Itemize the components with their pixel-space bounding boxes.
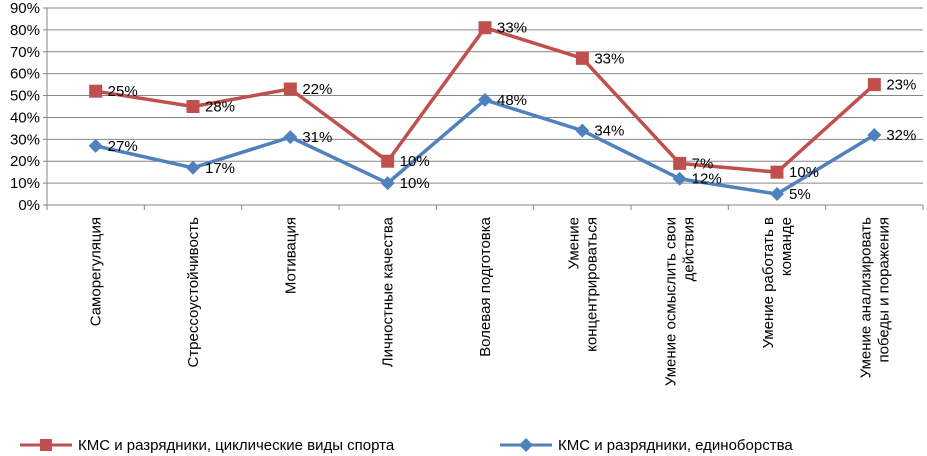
data-point-series-1 xyxy=(89,84,103,98)
category-label: концентрироваться xyxy=(583,217,600,352)
y-tick-label: 70% xyxy=(10,44,40,61)
data-label-series-2: 12% xyxy=(692,171,722,188)
category-label: Волевая подготовка xyxy=(477,216,494,356)
category-label: Стрессоустойчивость xyxy=(185,217,202,368)
data-label-series-1: 10% xyxy=(789,164,819,181)
data-label-series-1: 33% xyxy=(497,20,527,37)
legend-marker-series-1 xyxy=(40,439,52,451)
y-tick-label: 30% xyxy=(10,131,40,148)
data-label-series-2: 31% xyxy=(302,129,332,146)
data-label-series-2: 27% xyxy=(108,138,138,155)
data-point-series-2 xyxy=(478,92,492,107)
series-lines xyxy=(88,21,882,202)
data-point-series-1 xyxy=(186,100,200,113)
data-point-series-2 xyxy=(380,176,395,191)
data-point-series-2 xyxy=(575,123,590,138)
data-point-series-1 xyxy=(770,165,784,179)
data-label-series-2: 5% xyxy=(789,186,811,203)
data-point-series-2 xyxy=(770,187,784,202)
data-label-series-1: 22% xyxy=(302,81,332,98)
data-point-series-2 xyxy=(672,171,687,186)
data-label-series-1: 23% xyxy=(886,77,916,94)
category-label: Личностные качества xyxy=(380,216,397,367)
y-tick-label: 0% xyxy=(18,197,40,214)
x-axis-tick-marks xyxy=(46,205,924,210)
y-tick-label: 60% xyxy=(10,66,40,83)
data-point-series-1 xyxy=(283,82,297,96)
data-label-series-1: 25% xyxy=(108,83,138,100)
data-label-series-2: 48% xyxy=(497,92,527,109)
category-label: Умение xyxy=(565,217,582,270)
data-label-series-1: 28% xyxy=(205,99,235,116)
data-point-series-1 xyxy=(478,21,492,35)
data-label-series-1: 33% xyxy=(594,50,624,67)
y-tick-label: 20% xyxy=(10,153,40,170)
data-label-series-2: 17% xyxy=(205,160,235,177)
category-label: Умение осмыслить свои xyxy=(663,217,680,386)
y-tick-label: 90% xyxy=(10,0,40,17)
legend-item-series-2: КМС и разрядники, единоборства xyxy=(500,437,793,454)
legend-label-series-2: КМС и разрядники, единоборства xyxy=(558,437,793,454)
category-label: победы и поражения xyxy=(875,217,892,362)
category-label: Саморегуляция xyxy=(88,217,105,326)
data-labels: 25% 28% 22% 10% 33% 33% 7% 10% 23% 27% 17% 31% 10% 48… xyxy=(108,20,917,203)
y-tick-label: 10% xyxy=(10,175,40,192)
data-point-series-2 xyxy=(186,160,200,175)
data-label-series-2: 10% xyxy=(400,175,430,192)
data-point-series-2 xyxy=(88,138,103,153)
legend-marker-series-2 xyxy=(519,438,533,452)
data-point-series-2 xyxy=(283,130,298,145)
category-label: команде xyxy=(778,217,795,276)
legend-label-series-1: КМС и разрядники, циклические виды спорт… xyxy=(78,437,395,454)
y-tick-label: 50% xyxy=(10,88,40,105)
data-label-series-1: 7% xyxy=(692,155,714,172)
data-label-series-2: 32% xyxy=(886,127,916,144)
category-label: Мотивация xyxy=(282,217,299,294)
category-label: Умение анализировать xyxy=(857,217,874,378)
y-tick-label: 80% xyxy=(10,22,40,39)
gridlines xyxy=(43,7,923,206)
data-point-series-1 xyxy=(575,51,589,65)
data-point-series-2 xyxy=(867,127,882,142)
y-axis-tick-labels: 0% 10% 20% 30% 40% 50% 60% 70% 80% 90% xyxy=(10,0,40,214)
legend: КМС и разрядники, циклические виды спорт… xyxy=(20,437,793,454)
category-labels: Саморегуляция Стрессоустойчивость Мотиваци… xyxy=(88,216,893,386)
legend-item-series-1: КМС и разрядники, циклические виды спорт… xyxy=(20,437,395,454)
category-label: действия xyxy=(681,217,698,281)
data-point-series-1 xyxy=(867,78,881,92)
category-label: Умение работать в xyxy=(760,217,777,349)
data-label-series-2: 34% xyxy=(594,123,624,140)
data-point-series-1 xyxy=(381,154,395,168)
data-point-series-1 xyxy=(673,156,687,170)
y-tick-label: 40% xyxy=(10,109,40,126)
data-label-series-1: 10% xyxy=(400,153,430,170)
